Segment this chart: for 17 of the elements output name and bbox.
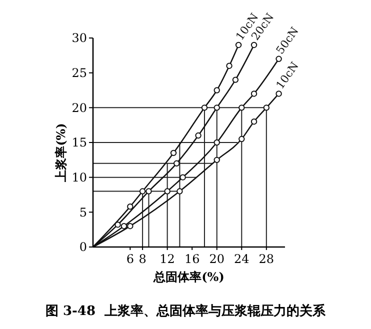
x-tick-label: 12 [160, 252, 175, 266]
x-tick-label: 6 [126, 252, 134, 266]
x-axis-title: 总固体率(%) [152, 270, 224, 284]
y-tick-label: 5 [79, 205, 87, 220]
text: 图 3-48 上浆率、总固体率与压浆辊压力的关系 [45, 303, 327, 319]
x-tick-label: 16 [184, 252, 200, 266]
x-tick-label: 20 [209, 252, 225, 266]
y-tick-label: 0 [79, 240, 87, 254]
y-tick-label: 30 [72, 31, 87, 46]
x-tick-label: 8 [138, 252, 146, 266]
x-tick-label: 24 [234, 252, 250, 266]
y-tick-label: 20 [72, 100, 87, 115]
y-tick-label: 25 [72, 66, 87, 80]
x-tick-label: 28 [258, 252, 274, 266]
y-tick-label: 15 [72, 136, 87, 150]
y-axis-title: 上浆率(%) [54, 123, 68, 183]
y-tick-label: 10 [72, 170, 87, 185]
